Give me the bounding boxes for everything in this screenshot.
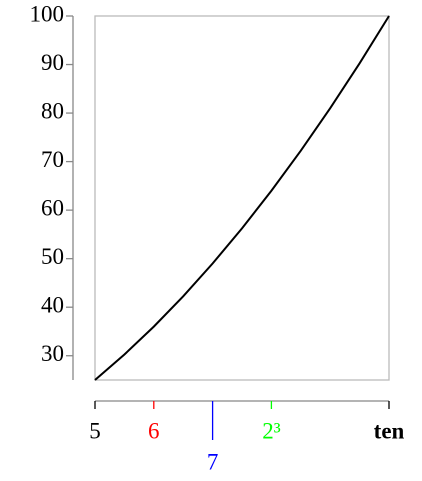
y-tick-label: 80	[41, 98, 64, 123]
y-tick-label: 30	[41, 341, 64, 366]
x-tick-label: 5	[89, 418, 101, 443]
x-tick-label: 7	[207, 449, 219, 474]
y-tick-label: 60	[41, 195, 64, 220]
x-tick-label: 6	[148, 418, 160, 443]
x-tick-label: ten	[374, 418, 405, 443]
y-tick-label: 90	[41, 50, 64, 75]
line-series	[94, 15, 390, 381]
y-tick-label: 40	[41, 292, 64, 317]
y-tick-label: 100	[30, 1, 65, 26]
y-tick-label: 50	[41, 244, 64, 269]
plot-frame	[94, 15, 390, 381]
y-tick-label: 70	[41, 147, 64, 172]
x-tick-label: 2³	[262, 418, 281, 443]
